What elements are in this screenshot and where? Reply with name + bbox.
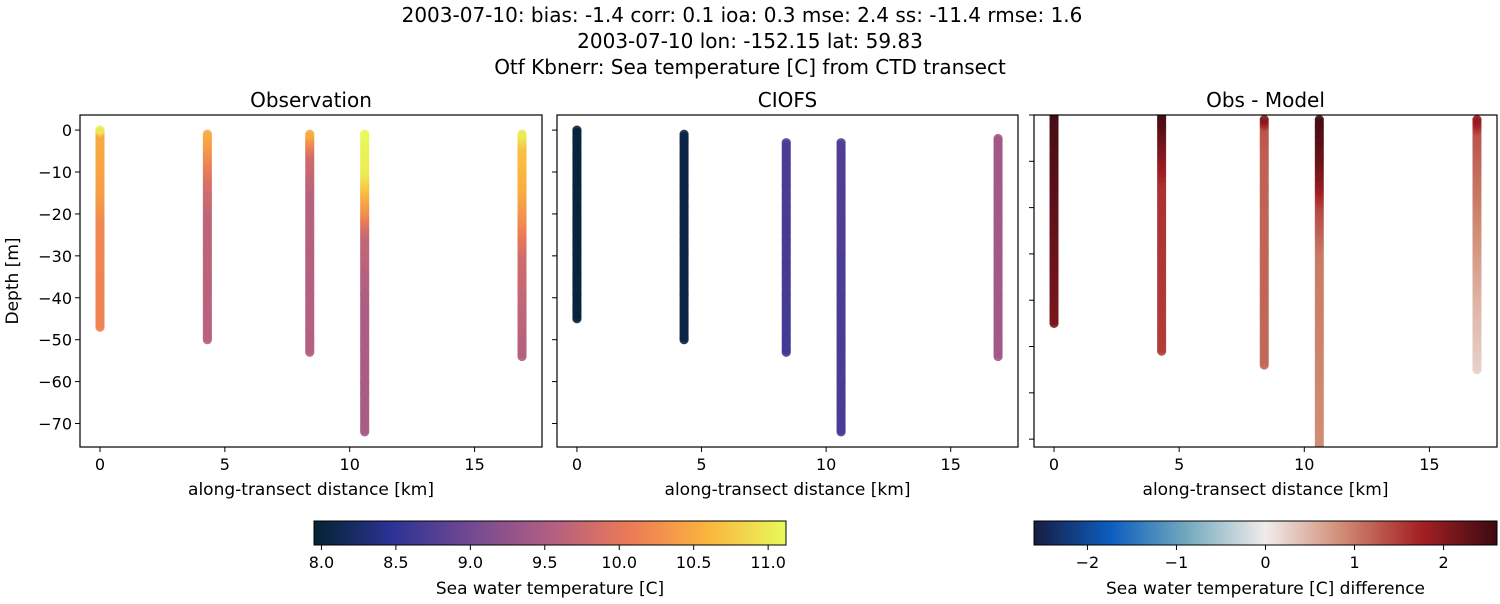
x-tick-label: 0 [1049,455,1059,474]
point-cast-2 [679,129,689,139]
point-cast-1 [1049,115,1059,120]
scatter-points [572,125,1003,437]
panel-title: Observation [250,88,372,112]
x-axis-label: along-transect distance [km] [665,480,911,500]
axes-frame [556,114,1019,448]
panel-2: CIOFS 0 5 10 15 along-transect distance [km] [552,88,1019,500]
point-cast-2 [202,129,212,139]
colorbar-tick-label: 9.5 [532,553,557,572]
scatter-points [95,125,527,437]
point-cast-2 [1157,115,1167,120]
colorbar-gradient [313,520,787,546]
title-line-3: Otf Kbnerr: Sea temperature [C] from CTD… [494,55,1006,79]
y-axis-label: Depth [m] [3,237,23,324]
x-tick-label: 15 [941,455,961,474]
x-tick-label: 5 [220,455,230,474]
colorbar-tick-label: −1 [1165,553,1189,572]
x-axis-label: along-transect distance [km] [188,480,434,500]
panel-title: Obs - Model [1206,88,1325,112]
x-tick-label: 10 [1294,455,1314,474]
x-tick-label: 0 [572,455,582,474]
y-tick-label: −20 [38,205,72,224]
axes-frame [1033,114,1498,448]
point-cast-5 [993,133,1003,144]
x-tick-label: 5 [696,455,706,474]
colorbar-2: −2 −1 0 1 2 Sea water temperature [C] differe… [1033,520,1498,599]
colorbar-tick-label: 0 [1260,553,1270,572]
point-cast-5 [517,129,527,139]
colorbar-tick-label: 8.0 [309,553,334,572]
panel-title: CIOFS [758,88,817,112]
point-cast-5 [1472,115,1482,125]
x-tick-label: 10 [340,455,360,474]
panel-1: Observation 0 5 10 15 along-transect distance… [3,88,543,500]
x-tick-label: 10 [816,455,836,474]
point-cast-1 [95,125,105,135]
panel-3: Obs - Model 0 5 10 15 along-transect distance… [1029,88,1498,500]
colorbar-tick-label: 10.5 [676,553,712,572]
y-tick-label: −60 [38,373,72,392]
colorbar-tick-label: 10.0 [601,553,637,572]
y-tick-label: −50 [38,331,72,350]
colorbar-tick-label: −2 [1076,553,1100,572]
point-cast-3 [781,138,791,148]
axes-frame [79,114,543,448]
colorbar-tick-label: 1 [1349,553,1359,572]
y-tick-label: −40 [38,289,72,308]
colorbar-tick-label: 2 [1438,553,1448,572]
x-tick-label: 15 [464,455,484,474]
y-tick-label: 0 [62,121,72,140]
colorbar-1: 8.0 8.5 9.0 9.5 10.0 10.5 11.0 Sea water temper… [309,520,787,599]
x-tick-label: 0 [95,455,105,474]
point-cast-3 [1259,115,1269,125]
y-tick-label: −10 [38,163,72,182]
point-cast-4 [360,129,370,139]
scatter-points [1049,115,1482,447]
x-tick-label: 15 [1419,455,1439,474]
point-cast-1 [572,125,582,135]
point-cast-4 [1314,115,1324,125]
x-tick-label: 5 [1174,455,1184,474]
colorbar-gradient [1033,520,1498,546]
y-tick-label: −30 [38,247,72,266]
title-line-2: 2003-07-10 lon: -152.15 lat: 59.83 [577,29,923,53]
colorbar-tick-label: 11.0 [750,553,786,572]
colorbar-tick-label: 8.5 [383,553,408,572]
point-cast-3 [305,129,315,139]
colorbar-label: Sea water temperature [C] difference [1106,579,1425,599]
colorbar-tick-label: 9.0 [458,553,483,572]
x-axis-label: along-transect distance [km] [1143,480,1389,500]
colorbar-label: Sea water temperature [C] [436,579,664,599]
title-line-1: 2003-07-10: bias: -1.4 corr: 0.1 ioa: 0.… [402,3,1083,27]
y-tick-label: −70 [38,415,72,434]
point-cast-4 [836,138,846,148]
